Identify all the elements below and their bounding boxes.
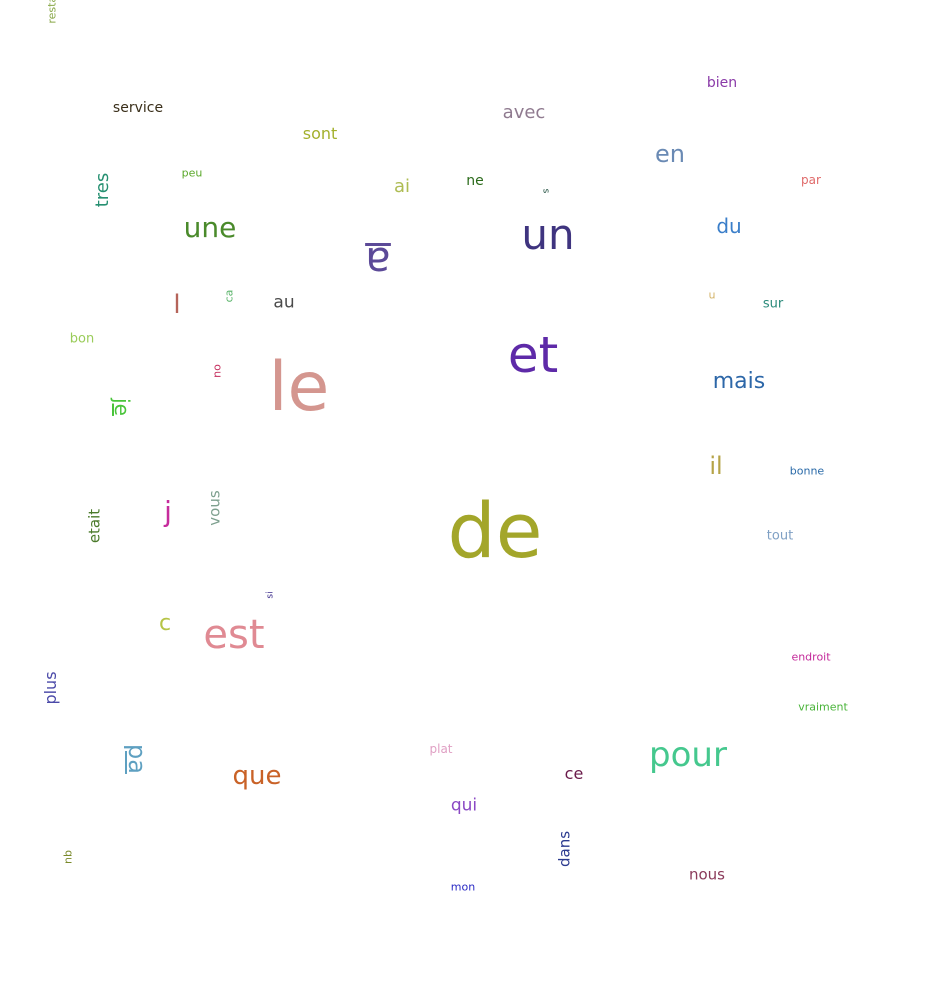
word-qui: qui — [450, 795, 478, 816]
word-ne: ne — [466, 173, 484, 189]
word-plat: plat — [429, 742, 453, 756]
word-ou: ou — [211, 364, 225, 378]
word-avec: avec — [502, 102, 546, 123]
word-vraiment: vraiment — [798, 700, 848, 714]
word-plus: plus — [41, 671, 60, 705]
word-s: s — [540, 188, 551, 194]
word-bon: bon — [69, 331, 95, 347]
word-pa: pa — [123, 744, 151, 774]
word-sur: sur — [762, 296, 784, 312]
word-en: en — [655, 140, 685, 168]
word-un: un — [521, 210, 575, 259]
word-sont: sont — [302, 124, 338, 143]
word-bonne: bonne — [789, 464, 825, 478]
word-ca: ca — [222, 289, 236, 303]
word-mon: mon — [450, 880, 476, 894]
word-si: si — [265, 591, 276, 599]
word-une: une — [183, 211, 237, 244]
word-bien: bien — [706, 75, 738, 91]
word-j: j — [164, 495, 172, 528]
word-endroit: endroit — [791, 650, 831, 664]
word-n: n — [708, 289, 716, 303]
word-au: au — [273, 292, 295, 313]
word-du: du — [716, 214, 742, 238]
word-vous: vous — [205, 490, 224, 526]
word-est: est — [203, 612, 265, 658]
word-nous: nous — [688, 865, 726, 884]
word-etait: etait — [85, 508, 104, 544]
word-tout: tout — [766, 528, 794, 544]
word-qu: qu — [62, 850, 76, 864]
word-c: c — [158, 611, 172, 636]
word-l: l — [173, 290, 181, 320]
word-ai: ai — [393, 176, 411, 197]
word-restaurant: restaurant — [46, 0, 59, 24]
word-que: que — [232, 761, 282, 791]
word-de: de — [447, 486, 543, 575]
word-service: service — [112, 100, 164, 116]
word-mais: mais — [712, 369, 766, 394]
word-et: et — [507, 326, 559, 384]
word-dans: dans — [555, 830, 574, 868]
word-pour: pour — [649, 735, 727, 775]
word-il: il — [709, 452, 723, 480]
word-par: par — [801, 173, 821, 187]
word-ce: ce — [564, 764, 584, 783]
word-tres: tres — [92, 172, 113, 208]
word-a: a — [365, 238, 391, 287]
word-peu: peu — [181, 166, 203, 180]
word-je: je — [110, 398, 134, 416]
word-le: le — [268, 348, 330, 427]
